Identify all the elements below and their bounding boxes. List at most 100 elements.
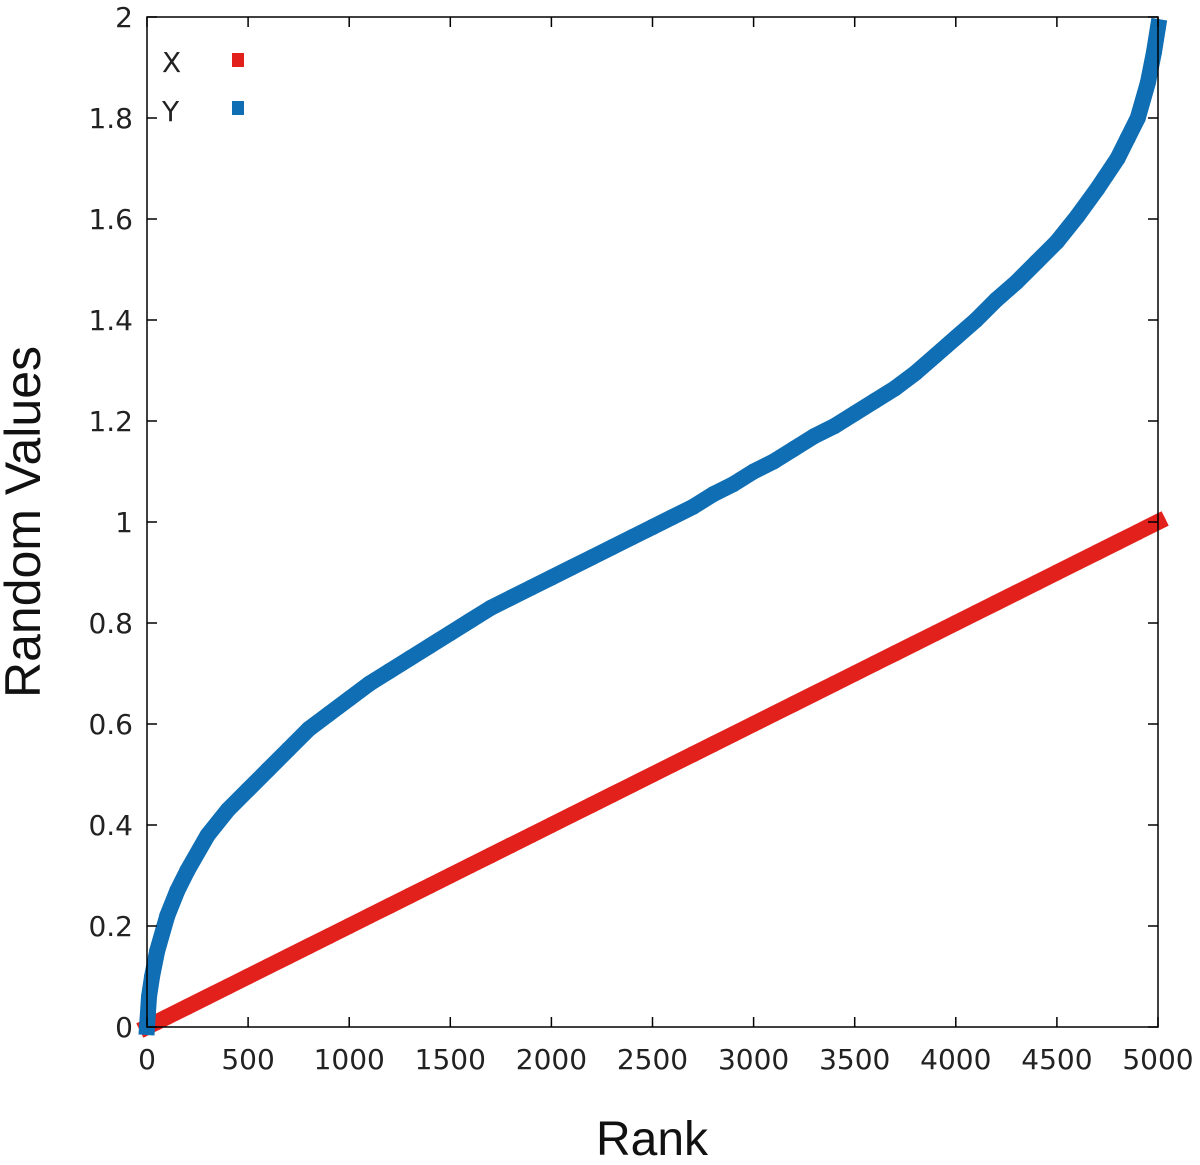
data-point bbox=[786, 695, 803, 712]
x-axis-title: Rank bbox=[596, 1113, 709, 1165]
data-point bbox=[381, 662, 398, 679]
x-tick-label: 1000 bbox=[314, 1043, 385, 1076]
data-point bbox=[320, 705, 337, 722]
data-point bbox=[144, 968, 161, 985]
data-point bbox=[684, 498, 701, 515]
data-point bbox=[219, 978, 236, 995]
legend-swatch-y bbox=[232, 101, 244, 115]
data-point bbox=[260, 761, 277, 778]
data-point bbox=[1089, 180, 1106, 197]
data-point bbox=[644, 519, 661, 536]
data-point bbox=[563, 559, 580, 576]
x-tick-label: 0 bbox=[138, 1043, 156, 1076]
data-point bbox=[927, 625, 944, 642]
data-point bbox=[947, 329, 964, 346]
data-point bbox=[523, 579, 540, 596]
x-tick-label: 4000 bbox=[920, 1043, 991, 1076]
x-tick-label: 3000 bbox=[718, 1043, 789, 1076]
data-point bbox=[179, 862, 196, 879]
data-point bbox=[968, 604, 985, 621]
data-point bbox=[684, 746, 701, 763]
data-point bbox=[462, 857, 479, 874]
data-point bbox=[866, 655, 883, 672]
data-point bbox=[422, 637, 439, 654]
data-point bbox=[887, 645, 904, 662]
data-point bbox=[664, 508, 681, 525]
legend-label-x: X bbox=[162, 46, 181, 79]
data-point bbox=[968, 312, 985, 328]
data-point bbox=[482, 847, 499, 864]
data-point bbox=[947, 615, 964, 631]
data-point bbox=[543, 817, 560, 833]
data-point bbox=[1069, 208, 1086, 225]
y-axis: 0 0.2 0.4 0.6 0.8 1 1.2 1.4 1.6 1.8 2 bbox=[88, 1, 1158, 1044]
data-point bbox=[988, 594, 1005, 611]
data-point bbox=[361, 907, 378, 924]
y-tick-label: 0.6 bbox=[88, 708, 133, 741]
data-point bbox=[664, 756, 681, 773]
y-axis-title: Random Values bbox=[0, 346, 51, 698]
data-point bbox=[341, 690, 358, 707]
x-axis: 0 500 1000 1500 2000 2500 3000 3500 4000 4500 5000 bbox=[138, 17, 1194, 1076]
data-point bbox=[1008, 584, 1025, 601]
data-point bbox=[462, 612, 479, 629]
data-point bbox=[422, 877, 439, 894]
data-point bbox=[381, 897, 398, 914]
data-point bbox=[604, 539, 621, 556]
data-point bbox=[169, 882, 186, 899]
data-point bbox=[179, 998, 196, 1015]
data-point bbox=[826, 418, 843, 435]
series-layer bbox=[136, 17, 1169, 1038]
data-point bbox=[725, 476, 742, 493]
data-point bbox=[866, 392, 883, 409]
data-point bbox=[765, 705, 782, 722]
y-tick-label: 2 bbox=[115, 1, 133, 34]
data-point bbox=[341, 918, 358, 934]
y-tick-label: 1.8 bbox=[88, 102, 133, 135]
data-point bbox=[1008, 274, 1025, 291]
data-point bbox=[806, 685, 823, 702]
series-line-y bbox=[138, 17, 1168, 1036]
data-point bbox=[624, 529, 641, 546]
data-point bbox=[745, 463, 762, 480]
data-point bbox=[624, 776, 641, 793]
data-point bbox=[199, 988, 216, 1005]
data-point bbox=[1139, 74, 1156, 91]
data-point bbox=[583, 796, 600, 813]
data-point bbox=[907, 365, 924, 382]
data-point bbox=[1109, 150, 1126, 167]
data-point bbox=[927, 347, 944, 364]
data-point bbox=[1145, 44, 1162, 61]
data-point bbox=[523, 827, 540, 844]
data-point bbox=[502, 589, 519, 606]
x-tick-label: 2000 bbox=[516, 1043, 587, 1076]
data-point bbox=[745, 716, 762, 732]
data-point bbox=[765, 453, 782, 470]
data-point bbox=[1089, 544, 1106, 561]
data-point bbox=[240, 968, 257, 985]
data-point bbox=[1028, 253, 1045, 270]
legend-label-y: Y bbox=[161, 95, 180, 128]
data-point bbox=[300, 938, 317, 955]
data-point bbox=[219, 801, 236, 818]
x-tick-label: 5000 bbox=[1122, 1043, 1193, 1076]
data-point bbox=[502, 837, 519, 854]
y-tick-label: 1.6 bbox=[88, 203, 133, 236]
data-point bbox=[846, 665, 863, 682]
data-point bbox=[846, 405, 863, 422]
data-point bbox=[563, 806, 580, 823]
x-tick-label: 2500 bbox=[617, 1043, 688, 1076]
data-point bbox=[1129, 110, 1146, 126]
data-point bbox=[806, 428, 823, 445]
data-point bbox=[141, 988, 158, 1005]
x-tick-label: 3500 bbox=[819, 1043, 890, 1076]
data-point bbox=[705, 486, 722, 503]
y-tick-label: 1 bbox=[115, 506, 133, 539]
data-point bbox=[149, 943, 166, 960]
y-tick-label: 0 bbox=[115, 1011, 133, 1044]
data-point bbox=[401, 650, 418, 667]
y-tick-label: 1.2 bbox=[88, 405, 133, 438]
data-point bbox=[543, 569, 560, 586]
data-point bbox=[1048, 233, 1065, 250]
